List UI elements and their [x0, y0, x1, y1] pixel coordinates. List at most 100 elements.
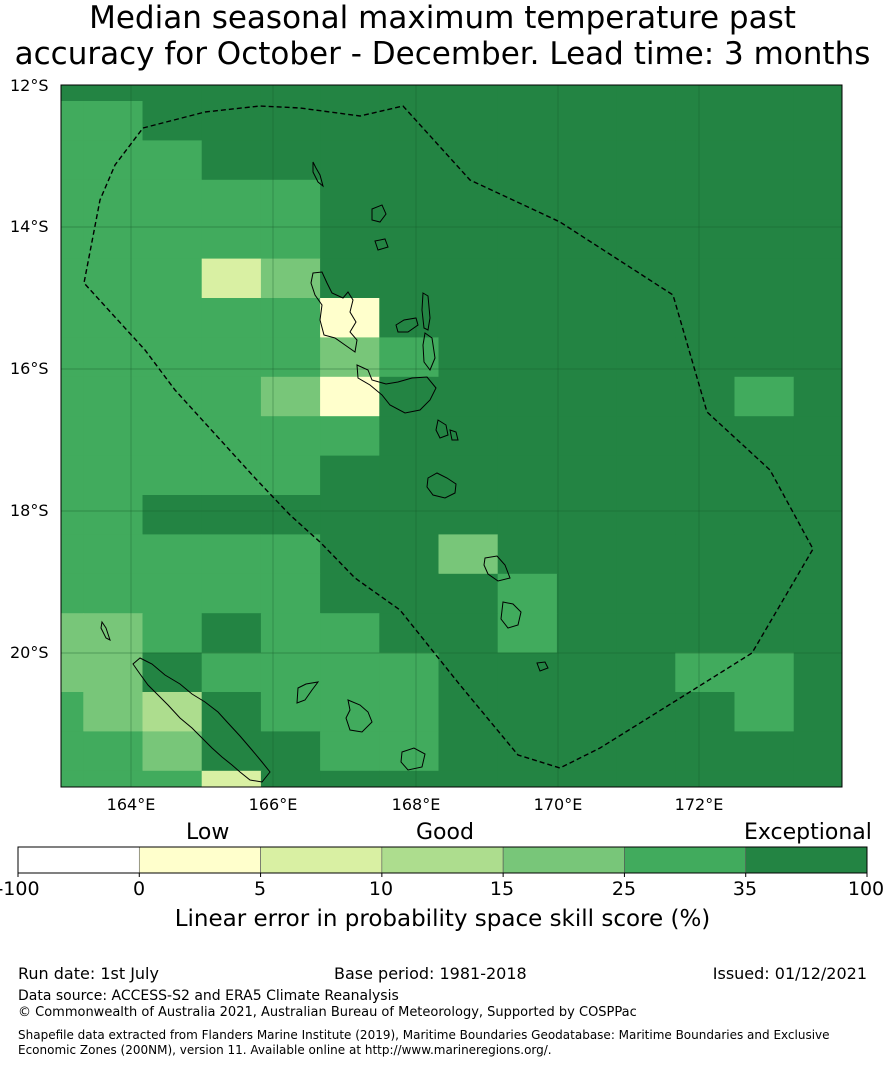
grid-cell — [260, 298, 321, 338]
grid-cell — [675, 534, 735, 575]
grid-cell — [675, 101, 735, 141]
grid-cell — [616, 416, 676, 457]
grid-cell — [201, 613, 262, 654]
grid-cell — [675, 692, 735, 732]
grid-cell — [438, 652, 499, 693]
epi-island — [435, 419, 449, 439]
grid-cell — [556, 376, 617, 417]
grid-cell — [201, 692, 262, 732]
grid-cell — [793, 101, 843, 141]
shepherd-islands — [449, 429, 459, 441]
grid-cell — [260, 376, 321, 417]
grid-cell — [793, 376, 843, 417]
grid-cell — [556, 455, 617, 496]
grid-cell — [675, 298, 735, 338]
grid-cell — [260, 731, 321, 772]
grid-cell — [438, 101, 499, 141]
grid-cell — [438, 573, 499, 614]
grid-cell — [556, 101, 617, 141]
grid-cell — [142, 101, 203, 141]
colorbar-tick: -100 — [0, 878, 40, 900]
grid-cell — [616, 140, 676, 181]
grid-cell — [556, 573, 617, 614]
grid-cell — [675, 573, 735, 614]
grid-cell — [616, 179, 676, 220]
grid-cell — [142, 613, 203, 654]
grid-cell — [497, 140, 558, 181]
grid-cell — [320, 613, 380, 654]
grid-cell — [556, 495, 617, 535]
grid-cell — [793, 416, 843, 457]
grid-cell — [61, 298, 84, 338]
grid-cell — [793, 298, 843, 338]
grid-cell — [83, 179, 143, 220]
grid-cell — [379, 85, 439, 102]
grid-cell — [616, 85, 676, 102]
grid-cell — [201, 179, 262, 220]
colorbar-tick: 25 — [611, 878, 637, 900]
grid-cell — [497, 376, 558, 417]
grid-cell — [497, 258, 558, 299]
colorbar-segment — [138, 846, 261, 874]
grid-cell — [734, 573, 795, 614]
lat-label-20s: 20°S — [10, 643, 49, 662]
grid-cell — [616, 219, 676, 260]
grid-cell — [142, 337, 203, 378]
grid-cell — [379, 652, 439, 693]
grid-cell — [61, 140, 84, 181]
colorbar — [17, 846, 868, 877]
grid-cell — [438, 495, 499, 535]
shapefile-credit-line2: Economic Zones (200NM), version 11. Avai… — [18, 1043, 552, 1057]
grid-cell — [83, 219, 143, 260]
grid-cell — [61, 85, 84, 102]
grid-cell — [61, 652, 84, 693]
grid-cell — [497, 337, 558, 378]
grid-cell — [320, 258, 380, 299]
grid-cell — [497, 731, 558, 772]
grid-cell — [675, 731, 735, 772]
grid-cell — [438, 376, 499, 417]
grid-cell — [83, 101, 143, 141]
grid-cell — [734, 85, 795, 102]
grid-cell — [320, 140, 380, 181]
grid-cell — [379, 731, 439, 772]
grid-cell — [83, 85, 143, 102]
grid-cell — [83, 652, 143, 693]
grid-cell — [379, 573, 439, 614]
colorbar-tick: 0 — [132, 878, 146, 900]
grid-cell — [497, 455, 558, 496]
grid-cell — [497, 101, 558, 141]
grid-cell — [201, 495, 262, 535]
grid-cell — [379, 495, 439, 535]
colorbar-segment — [624, 846, 747, 874]
grid-cell — [438, 731, 499, 772]
grid-cell — [793, 140, 843, 181]
grid-cell — [379, 258, 439, 299]
grid-cell — [320, 495, 380, 535]
grid-cell — [260, 337, 321, 378]
grid-cell — [142, 298, 203, 338]
lat-label-16s: 16°S — [10, 359, 49, 378]
grid-cell — [675, 613, 735, 654]
grid-cell — [201, 652, 262, 693]
grid-cell — [616, 731, 676, 772]
grid-cell — [142, 140, 203, 181]
banks-island-2 — [374, 238, 389, 251]
grid-cell — [556, 219, 617, 260]
grid-cell — [260, 455, 321, 496]
efate-island — [426, 472, 457, 499]
grid-cell — [793, 573, 843, 614]
aneityum-island — [536, 661, 549, 672]
skill-grid — [61, 85, 843, 788]
shapefile-credit-line1: Shapefile data extracted from Flanders M… — [18, 1028, 830, 1042]
grid-cell — [556, 613, 617, 654]
grid-cell — [616, 101, 676, 141]
lon-label-170e: 170°E — [533, 795, 583, 814]
grid-cell — [201, 455, 262, 496]
colorbar-tick: 35 — [732, 878, 758, 900]
colorbar-tick: 15 — [489, 878, 515, 900]
grid-cell — [734, 179, 795, 220]
grid-cell — [734, 337, 795, 378]
grid-cell — [793, 337, 843, 378]
grid-cell — [61, 770, 84, 788]
